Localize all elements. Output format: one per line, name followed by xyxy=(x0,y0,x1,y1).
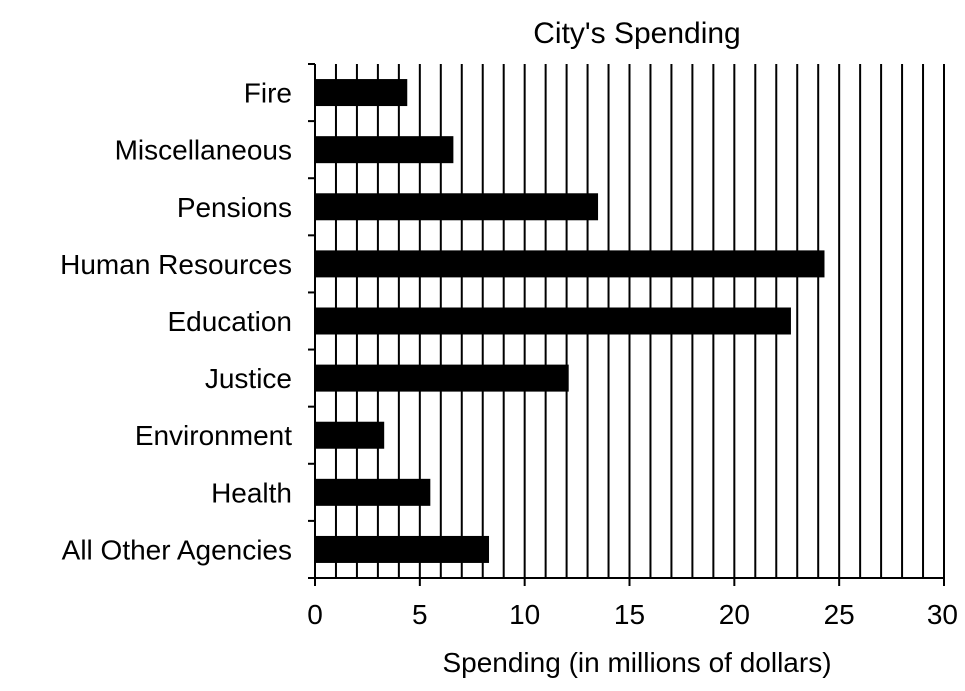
category-labels: Fire Miscellaneous Pensions Human Resources… xyxy=(60,78,292,566)
bar xyxy=(315,307,791,335)
x-tick-label: 25 xyxy=(824,599,855,630)
category-label: Miscellaneous xyxy=(115,135,292,166)
bar xyxy=(315,79,408,107)
x-axis-label: Spending (in millions of dollars) xyxy=(442,647,831,678)
category-label: Education xyxy=(167,306,292,337)
category-label: Environment xyxy=(135,420,292,451)
x-tick-label: 30 xyxy=(927,599,958,630)
bar xyxy=(315,421,385,449)
x-tick-labels: 0 5 10 15 20 25 30 xyxy=(307,599,958,630)
x-tick-label: 15 xyxy=(614,599,645,630)
x-tick-label: 0 xyxy=(307,599,323,630)
category-label: Health xyxy=(211,477,292,508)
x-tick-label: 5 xyxy=(412,599,428,630)
category-label: Justice xyxy=(205,363,292,394)
bars xyxy=(315,79,825,563)
bar xyxy=(315,535,490,563)
category-label: All Other Agencies xyxy=(62,534,292,565)
bar xyxy=(315,364,569,392)
bar xyxy=(315,193,599,221)
x-tick-label: 10 xyxy=(509,599,540,630)
bar xyxy=(315,478,431,506)
bar xyxy=(315,250,825,278)
category-label: Human Resources xyxy=(60,249,292,280)
x-tick-label: 20 xyxy=(719,599,750,630)
category-label: Fire xyxy=(244,78,292,109)
category-label: Pensions xyxy=(177,192,292,223)
bar xyxy=(315,136,454,164)
chart-title: City's Spending xyxy=(533,17,741,50)
